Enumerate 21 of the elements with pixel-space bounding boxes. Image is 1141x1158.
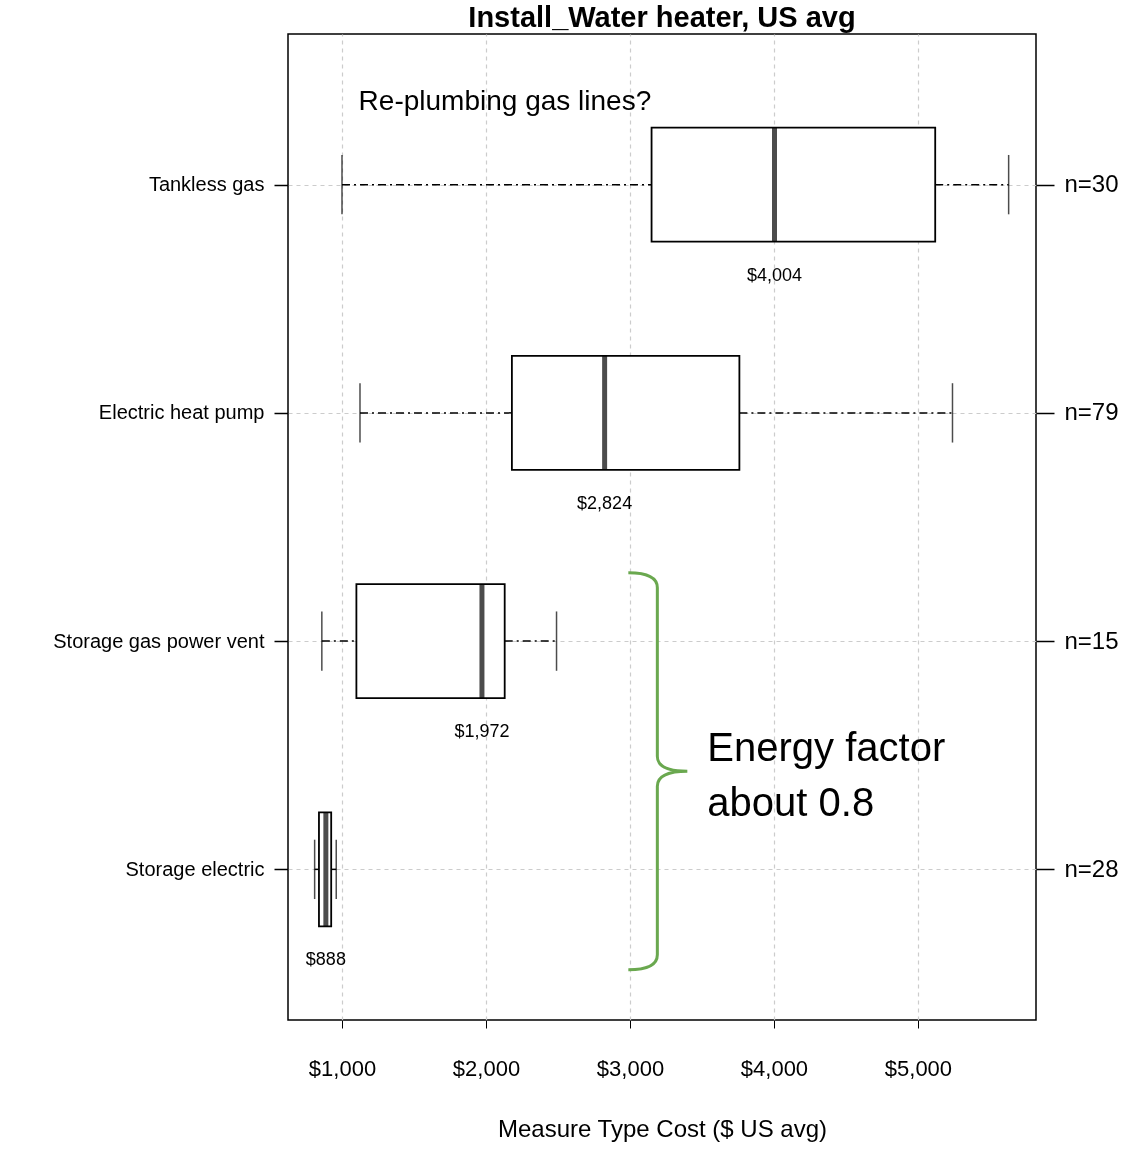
x-tick-label: $4,000 (740, 1055, 809, 1081)
y-tick-label: Storage electric (125, 857, 265, 880)
x-axis-title: Measure Type Cost ($ US avg) (497, 1114, 828, 1142)
annotation: $1,972 (454, 721, 510, 742)
annotation: $4,004 (746, 264, 803, 285)
x-tick-label: $5,000 (884, 1055, 953, 1081)
annotation: Energy factor about 0.8 (707, 725, 946, 825)
annotation: $888 (305, 949, 346, 970)
y-tick-label: Tankless gas (148, 173, 265, 196)
x-tick-label: $3,000 (596, 1055, 665, 1081)
x-tick-label: $1,000 (308, 1055, 377, 1081)
x-tick-label: $2,000 (452, 1055, 521, 1081)
annotation: Re-plumbing gas lines? (358, 84, 652, 116)
annotation: $2,824 (577, 492, 633, 513)
chart-title: Install_Water heater, US avg (468, 1, 856, 33)
y-tick-label: Storage gas power vent (53, 629, 265, 652)
text: n=15 (1064, 626, 1119, 654)
text: n=79 (1064, 398, 1119, 426)
text: n=28 (1064, 854, 1119, 882)
text: n=30 (1064, 170, 1119, 198)
y-tick-label: Electric heat pump (98, 401, 265, 424)
